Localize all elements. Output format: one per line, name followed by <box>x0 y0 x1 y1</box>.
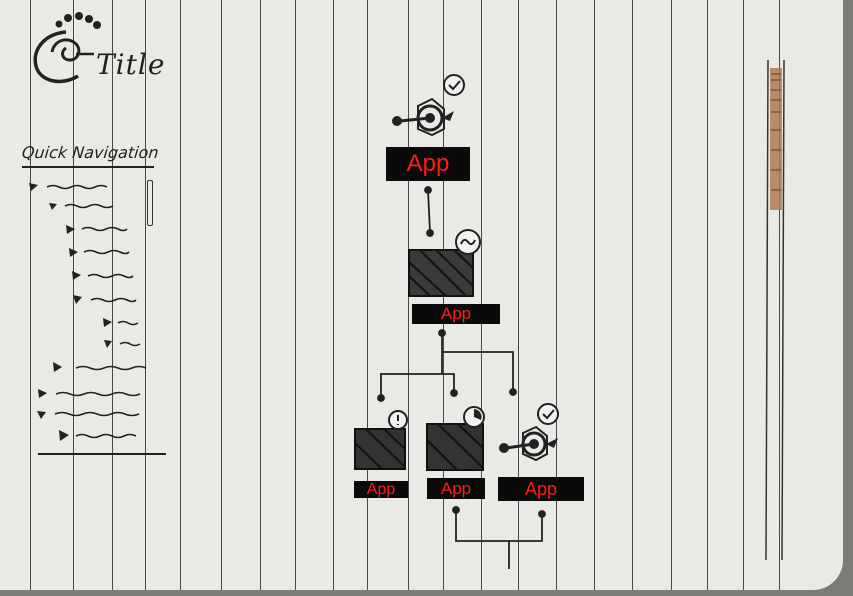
navigation-tree <box>29 183 147 441</box>
page-rule <box>518 0 520 590</box>
chart-wave-icon[interactable] <box>406 226 488 300</box>
nav-item[interactable] <box>29 183 108 191</box>
nav-scrollbar[interactable] <box>147 180 153 226</box>
page-rule <box>594 0 596 590</box>
nav-item[interactable] <box>73 295 137 304</box>
page-rule <box>556 0 558 590</box>
triangle-expand-icon[interactable] <box>69 248 78 257</box>
app-node-label[interactable]: App <box>412 304 500 324</box>
scrollbar-thumb[interactable] <box>770 68 782 210</box>
page-rule <box>30 0 32 590</box>
triangle-expand-icon[interactable] <box>53 362 62 372</box>
nav-item[interactable] <box>103 318 139 327</box>
page-rule <box>707 0 709 590</box>
nav-item[interactable] <box>49 203 114 210</box>
triangle-expand-icon[interactable] <box>49 203 57 210</box>
page-rule <box>221 0 223 590</box>
page-rule <box>145 0 147 590</box>
page-rule <box>743 0 745 590</box>
triangle-expand-icon[interactable] <box>73 295 82 304</box>
triangle-expand-icon[interactable] <box>38 389 47 398</box>
page-rule <box>367 0 369 590</box>
triangle-expand-icon[interactable] <box>66 225 75 234</box>
triangle-expand-icon[interactable] <box>59 430 69 441</box>
triangle-expand-icon[interactable] <box>37 411 46 419</box>
page-rule <box>112 0 114 590</box>
page-rule <box>295 0 297 590</box>
page-rule <box>632 0 634 590</box>
chart-pie-icon[interactable] <box>424 404 492 472</box>
page-rule <box>73 0 75 590</box>
page-rule <box>333 0 335 590</box>
app-node-label[interactable]: App <box>386 147 470 181</box>
nav-bottom-divider <box>38 453 166 455</box>
triangle-expand-icon[interactable] <box>29 183 38 191</box>
page-rule <box>671 0 673 590</box>
notebook-page: Title Quick Navigation <box>0 0 843 590</box>
nav-item[interactable] <box>37 411 140 419</box>
gear-check-icon[interactable] <box>496 402 572 464</box>
nav-item[interactable] <box>53 362 147 372</box>
nav-item[interactable] <box>72 271 134 280</box>
gear-check-icon[interactable] <box>388 71 468 137</box>
app-node-label[interactable]: App <box>354 481 408 498</box>
nav-item[interactable] <box>69 248 130 257</box>
page-scrollbar[interactable] <box>760 40 792 570</box>
page-rule <box>481 0 483 590</box>
chart-alert-icon[interactable] <box>352 409 414 471</box>
app-node-label[interactable]: App <box>498 477 584 501</box>
nav-item[interactable] <box>66 225 128 234</box>
nav-item[interactable] <box>38 389 141 398</box>
page-rule <box>180 0 182 590</box>
page-rule <box>260 0 262 590</box>
nav-item[interactable] <box>59 430 137 441</box>
triangle-expand-icon[interactable] <box>103 318 112 327</box>
app-logo-icon <box>33 12 101 84</box>
triangle-expand-icon[interactable] <box>72 271 81 280</box>
quick-navigation-underline <box>22 166 154 168</box>
app-node-label[interactable]: App <box>427 478 485 499</box>
nav-item[interactable] <box>104 340 141 348</box>
triangle-expand-icon[interactable] <box>104 340 112 348</box>
page-rule <box>779 0 781 590</box>
app-title: Title <box>96 48 166 81</box>
